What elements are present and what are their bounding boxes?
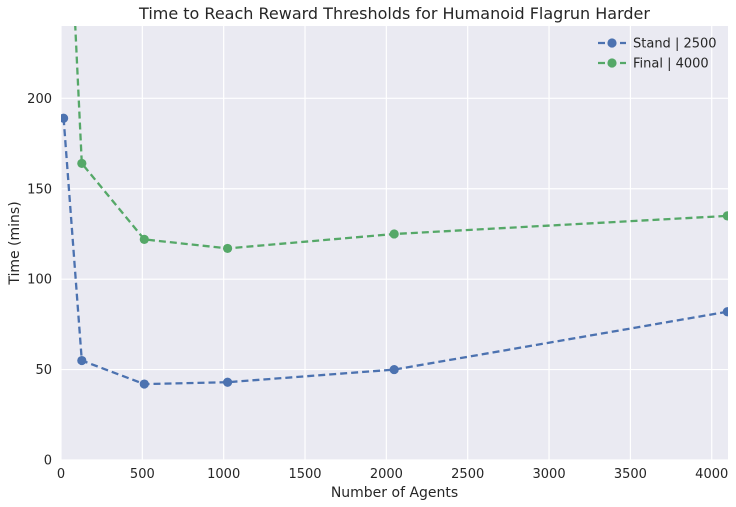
series-line (74, 26, 728, 250)
x-tick-label: 3000 (533, 467, 566, 482)
data-point (139, 379, 149, 389)
legend-item: Final | 4000 (598, 57, 709, 72)
x-tick-label: 500 (130, 467, 155, 482)
y-tick-label: 50 (35, 363, 52, 378)
series-layer (61, 26, 728, 389)
legend-label: Stand | 2500 (633, 37, 717, 52)
data-point (61, 113, 69, 123)
legend-marker (607, 58, 617, 68)
plot-area (61, 26, 728, 460)
series-2 (74, 26, 728, 254)
legend-item: Stand | 2500 (598, 37, 717, 52)
y-tick-label: 150 (27, 182, 52, 197)
data-point (389, 364, 399, 375)
x-tick-label: 1000 (207, 467, 240, 482)
x-tick-label: 2000 (370, 467, 403, 482)
series-1 (61, 113, 728, 389)
chart-title: Time to Reach Reward Thresholds for Huma… (138, 4, 650, 23)
x-tick-label: 3500 (614, 467, 647, 482)
data-point (722, 307, 728, 317)
y-tick-label: 200 (27, 92, 52, 107)
x-tick-label: 4000 (695, 467, 728, 482)
data-point (222, 377, 233, 387)
y-tick-label: 100 (27, 273, 52, 288)
x-tick-label: 2500 (451, 467, 484, 482)
legend-label: Final | 4000 (633, 57, 709, 72)
y-tick-label: 0 (44, 454, 52, 469)
legend: Stand | 2500 Final | 4000 (598, 37, 717, 72)
data-point (77, 158, 87, 169)
y-axis-label: Time (mins) (7, 201, 23, 285)
x-tick-label: 1500 (288, 467, 321, 482)
data-point (389, 229, 399, 239)
legend-marker (607, 38, 617, 48)
grid (60, 26, 728, 461)
data-point (222, 243, 233, 254)
y-axis-ticks: 0 50 100 150 200 (27, 92, 52, 469)
data-point (139, 234, 149, 244)
x-axis-label: Number of Agents (331, 485, 458, 501)
data-point (77, 355, 87, 366)
x-tick-label: 0 (57, 467, 65, 482)
data-point (722, 211, 728, 221)
x-axis-ticks: 0 500 1000 1500 2000 2500 3000 3500 4000 (57, 467, 728, 482)
series-line (62, 118, 728, 386)
